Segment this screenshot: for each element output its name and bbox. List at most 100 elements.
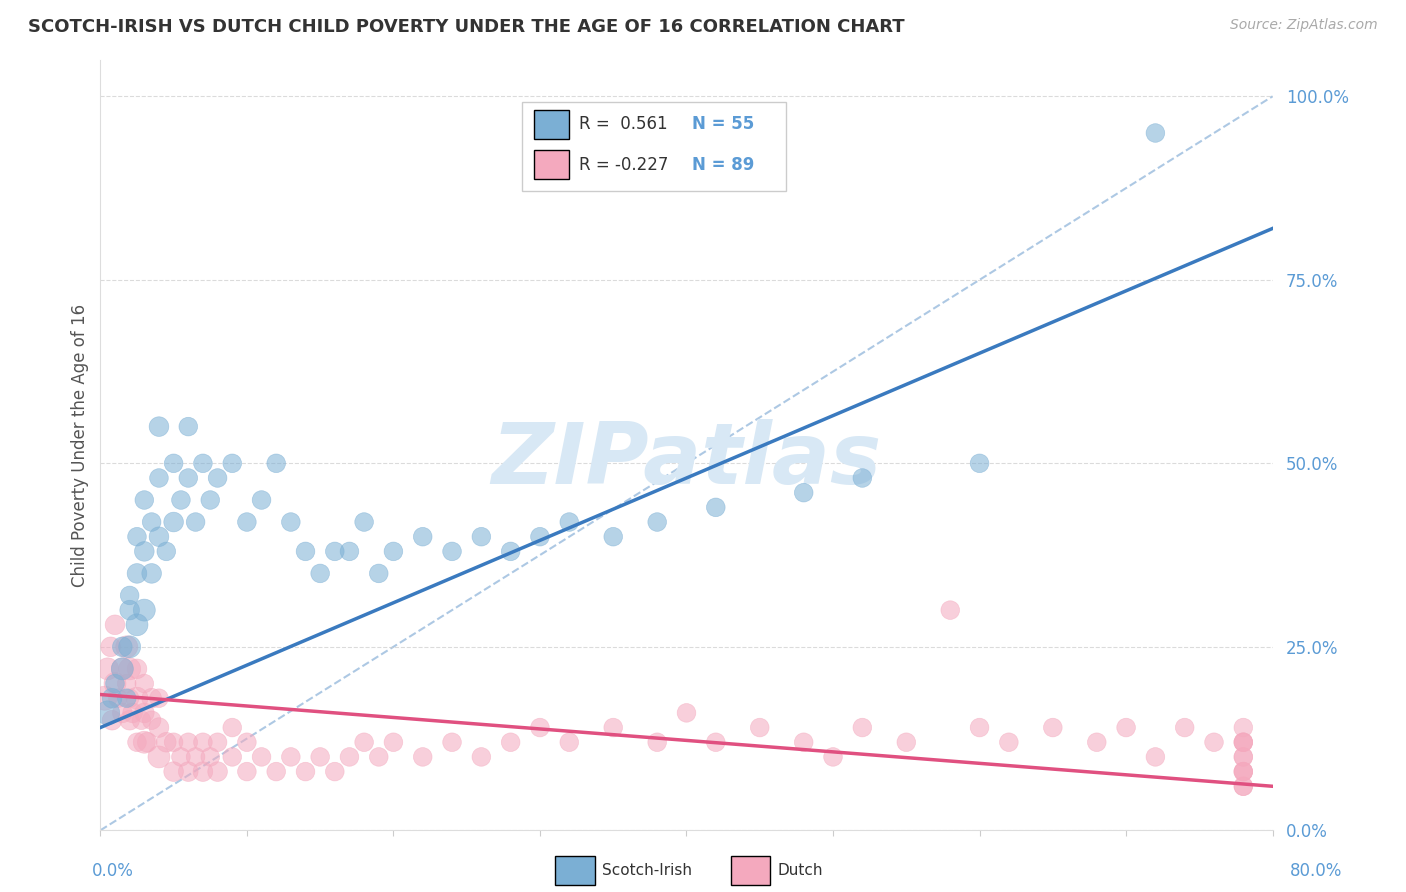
Point [148, 750, 170, 764]
Point [177, 419, 200, 434]
Point [1232, 764, 1254, 779]
Point [470, 750, 492, 764]
Point [221, 721, 243, 735]
Point [704, 735, 727, 749]
Point [704, 500, 727, 515]
Text: ZIPatlas: ZIPatlas [491, 419, 882, 502]
Point [104, 676, 127, 690]
Point [1144, 750, 1167, 764]
Point [177, 764, 200, 779]
Point [412, 750, 434, 764]
Point [118, 589, 141, 603]
Point [97, 662, 120, 676]
Point [111, 706, 134, 720]
Point [851, 721, 873, 735]
Point [134, 603, 156, 617]
Point [207, 735, 229, 749]
Point [134, 676, 156, 690]
Point [1232, 750, 1254, 764]
Point [134, 544, 156, 558]
Point [221, 750, 243, 764]
Point [118, 691, 141, 706]
Point [236, 515, 259, 529]
Point [191, 764, 214, 779]
Point [141, 515, 163, 529]
Point [134, 493, 156, 508]
Point [1232, 721, 1254, 735]
Point [529, 721, 551, 735]
Point [382, 544, 405, 558]
Point [136, 735, 159, 749]
Point [170, 750, 193, 764]
Point [141, 713, 163, 727]
Point [250, 750, 273, 764]
Point [162, 735, 184, 749]
Point [1232, 764, 1254, 779]
Point [382, 735, 405, 749]
Point [264, 764, 287, 779]
Point [896, 735, 918, 749]
Point [821, 750, 844, 764]
Point [748, 721, 770, 735]
Point [125, 617, 148, 632]
Point [602, 530, 624, 544]
Point [148, 471, 170, 485]
Point [177, 735, 200, 749]
Point [558, 735, 581, 749]
Point [134, 706, 156, 720]
FancyBboxPatch shape [523, 102, 786, 191]
Point [969, 721, 991, 735]
Point [118, 662, 141, 676]
Point [191, 735, 214, 749]
Point [236, 735, 259, 749]
Point [148, 530, 170, 544]
Point [675, 706, 697, 720]
Point [1115, 721, 1137, 735]
Point [148, 419, 170, 434]
Point [104, 617, 127, 632]
Point [191, 456, 214, 470]
Point [207, 764, 229, 779]
Text: N = 55: N = 55 [692, 114, 755, 133]
Point [558, 515, 581, 529]
Point [162, 515, 184, 529]
Point [1232, 735, 1254, 749]
Text: Scotch-Irish: Scotch-Irish [602, 863, 692, 878]
Point [323, 764, 346, 779]
Point [115, 676, 138, 690]
Point [155, 544, 177, 558]
Point [111, 662, 134, 676]
Point [155, 735, 177, 749]
Point [125, 530, 148, 544]
Point [412, 530, 434, 544]
Point [101, 713, 124, 727]
Point [309, 750, 332, 764]
Point [339, 544, 361, 558]
Point [125, 735, 148, 749]
Point [121, 706, 143, 720]
Point [115, 691, 138, 706]
Point [280, 515, 302, 529]
Point [1202, 735, 1225, 749]
Point [1042, 721, 1064, 735]
Point [118, 603, 141, 617]
Point [470, 530, 492, 544]
Text: SCOTCH-IRISH VS DUTCH CHILD POVERTY UNDER THE AGE OF 16 CORRELATION CHART: SCOTCH-IRISH VS DUTCH CHILD POVERTY UNDE… [28, 18, 904, 36]
Text: Source: ZipAtlas.com: Source: ZipAtlas.com [1230, 18, 1378, 32]
Point [1232, 735, 1254, 749]
Point [134, 735, 156, 749]
Point [125, 566, 148, 581]
Point [264, 456, 287, 470]
Text: R =  0.561: R = 0.561 [579, 114, 668, 133]
Point [94, 691, 117, 706]
Point [177, 471, 200, 485]
Point [162, 456, 184, 470]
Point [131, 713, 153, 727]
Point [200, 750, 222, 764]
Point [969, 456, 991, 470]
Point [323, 544, 346, 558]
Point [645, 735, 668, 749]
Point [441, 735, 464, 749]
Point [280, 750, 302, 764]
Point [1232, 779, 1254, 793]
